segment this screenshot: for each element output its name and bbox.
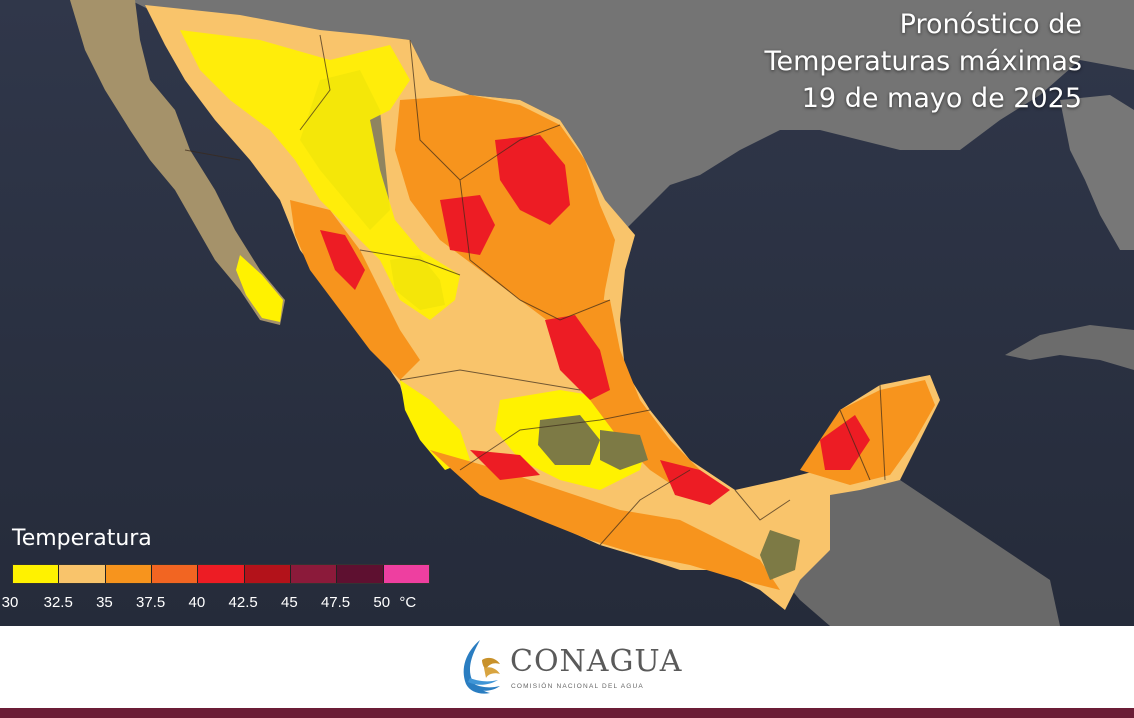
forecast-title: Pronóstico de Temperaturas máximas 19 de…: [765, 6, 1082, 117]
usa-landmass: [130, 0, 1134, 230]
cuba-landmass: [1005, 325, 1134, 370]
legend-tick-label: 37.5: [136, 594, 166, 611]
baja-california: [70, 0, 285, 325]
red-hotspot-campeche: [820, 415, 870, 470]
orange-region-south: [430, 450, 780, 590]
title-line-2: Temperaturas máximas: [764, 46, 1082, 77]
conagua-wordmark: CONAGUA: [510, 644, 683, 679]
legend-swatch: [290, 565, 338, 583]
legend-title: Temperatura: [12, 526, 152, 551]
legend-tick-label: 50: [373, 594, 391, 611]
title-line-3-date: 19 de mayo de 2025: [801, 83, 1082, 114]
legend-tick-label: 35: [96, 594, 113, 611]
legend-swatch: [244, 565, 291, 583]
red-hotspot-coahuila: [495, 135, 570, 225]
temperature-map: [0, 0, 1134, 626]
central-america-landmass: [775, 480, 1060, 626]
conagua-logo: CONAGUA COMISIÓN NACIONAL DEL AGUA: [458, 638, 698, 698]
central-highlands-east: [600, 430, 648, 470]
central-highlands: [538, 415, 600, 465]
legend-tick-label: 40: [188, 594, 206, 611]
legend-tick-label: 47.5: [320, 594, 351, 611]
legend-swatch: [13, 565, 60, 583]
legend-color-bar: [12, 564, 430, 584]
red-hotspot-sanluis: [545, 315, 610, 400]
orange-region-north: [395, 95, 615, 330]
legend-swatch: [198, 565, 245, 583]
red-hotspot-guerrero: [470, 450, 540, 480]
conagua-wave-icon: [463, 640, 500, 694]
red-hotspot-chihuahua: [440, 195, 495, 255]
conagua-subtitle: COMISIÓN NACIONAL DEL AGUA: [511, 683, 644, 690]
legend-swatch: [105, 565, 152, 583]
red-hotspot-sinaloa: [320, 230, 365, 290]
legend-swatch: [59, 565, 106, 583]
legend-tick-label: 32.5: [43, 594, 73, 611]
title-line-1: Pronóstico de: [899, 9, 1082, 40]
legend-unit: °C: [399, 594, 417, 611]
temperature-legend: Temperatura 30 32.5 35 37.5 40 42.5 45 47.5 50 °C: [0, 526, 440, 621]
legend-swatch: [151, 565, 199, 583]
yellow-band-west: [400, 380, 470, 470]
legend-swatch: [337, 565, 384, 583]
footer-accent-bar: [0, 708, 1134, 718]
legend-tick-label: 45: [280, 594, 298, 611]
red-hotspot-tabasco: [660, 460, 730, 505]
footer: CONAGUA COMISIÓN NACIONAL DEL AGUA: [0, 626, 1134, 708]
legend-swatch: [383, 565, 429, 583]
legend-tick-label: 30: [1, 594, 19, 611]
legend-tick-labels: 30 32.5 35 37.5 40 42.5 45 47.5 50 °C: [0, 594, 440, 614]
legend-tick-label: 42.5: [228, 594, 258, 611]
chiapas-highlands: [760, 530, 800, 580]
florida-landmass: [1060, 95, 1134, 250]
state-borders: [184, 34, 886, 546]
yellow-band-north: [180, 30, 460, 320]
baja-yellow-border: [236, 255, 283, 322]
map-panel: Pronóstico de Temperaturas máximas 19 de…: [0, 0, 1134, 626]
